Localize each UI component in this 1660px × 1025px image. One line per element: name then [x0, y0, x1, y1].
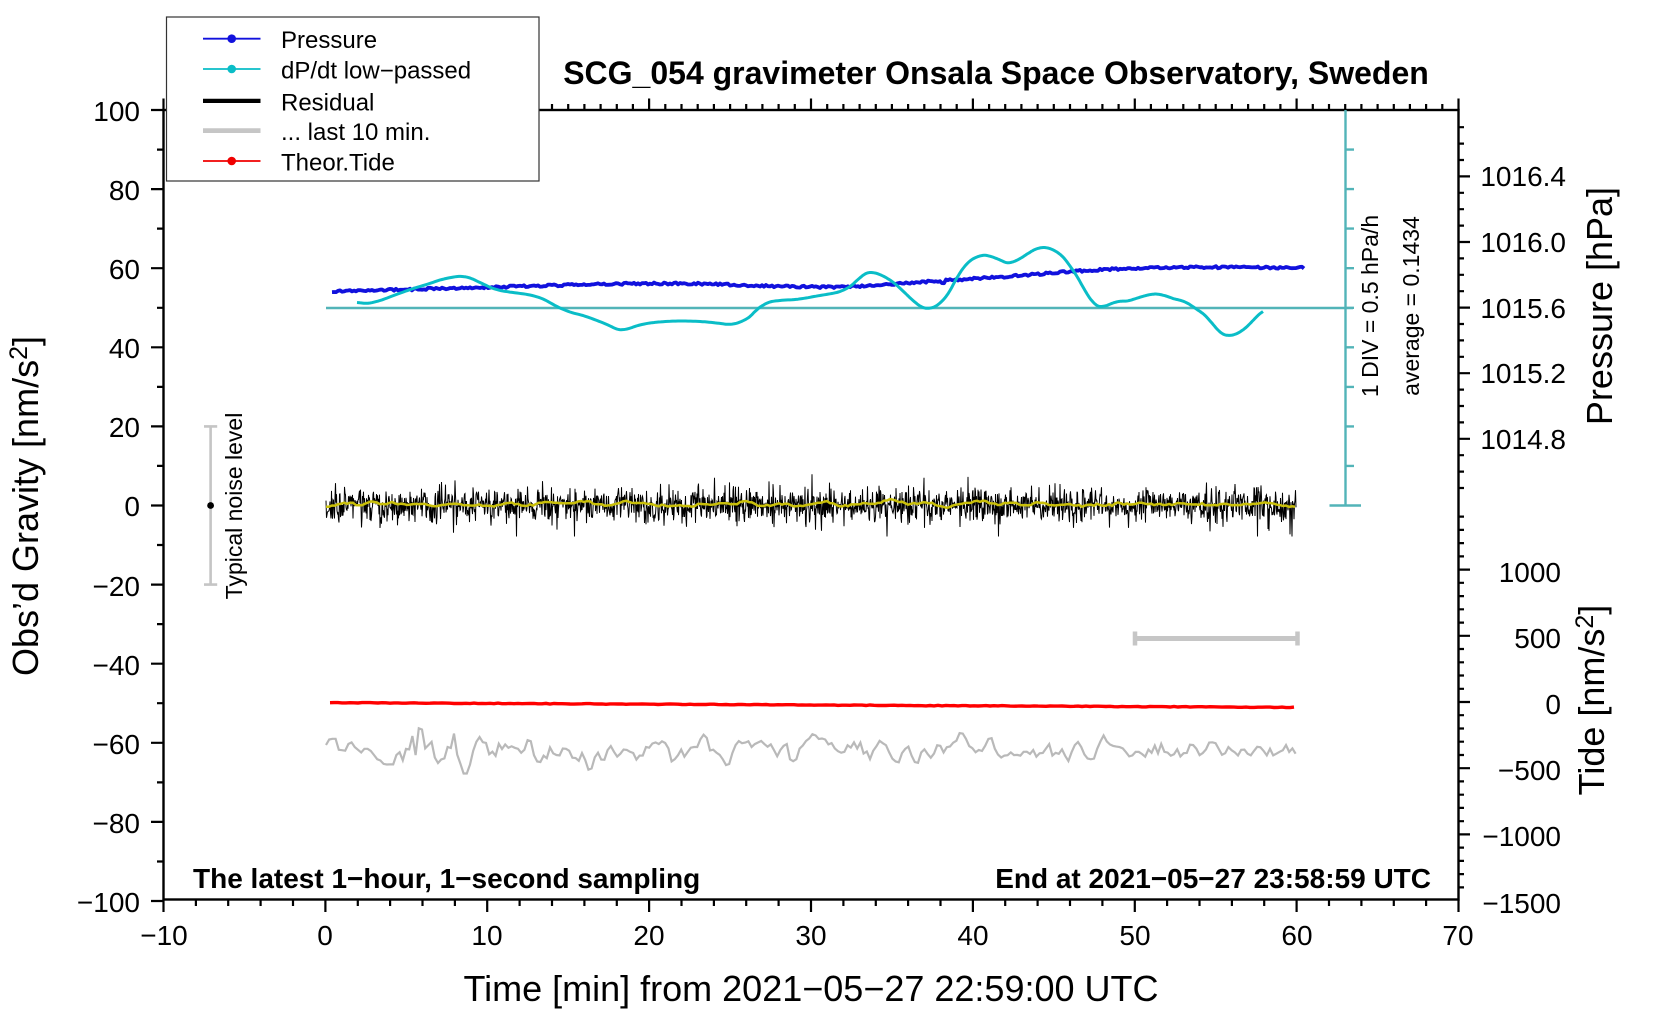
svg-text:1000: 1000 — [1499, 557, 1561, 588]
svg-text:Residual: Residual — [281, 89, 374, 116]
svg-text:1016.0: 1016.0 — [1480, 227, 1566, 258]
svg-text:−100: −100 — [77, 887, 140, 918]
svg-text:0: 0 — [124, 491, 140, 522]
svg-text:Tide [nm/s2]: Tide [nm/s2] — [1571, 605, 1612, 796]
svg-text:40: 40 — [957, 920, 988, 951]
svg-text:50: 50 — [1119, 920, 1150, 951]
svg-text:Typical noise level: Typical noise level — [221, 413, 247, 600]
svg-text:−80: −80 — [93, 808, 141, 839]
svg-text:1014.8: 1014.8 — [1480, 424, 1566, 455]
svg-text:1 DIV = 0.5 hPa/h: 1 DIV = 0.5 hPa/h — [1357, 215, 1383, 397]
svg-text:20: 20 — [109, 412, 140, 443]
svg-text:0: 0 — [1545, 689, 1561, 720]
svg-text:30: 30 — [795, 920, 826, 951]
svg-text:average = 0.1434: average = 0.1434 — [1398, 216, 1424, 396]
svg-text:1015.6: 1015.6 — [1480, 293, 1566, 324]
svg-text:Pressure [hPa]: Pressure [hPa] — [1579, 187, 1620, 425]
svg-text:Pressure: Pressure — [281, 27, 377, 54]
svg-text:−60: −60 — [93, 729, 141, 760]
svg-text:60: 60 — [1281, 920, 1312, 951]
svg-text:40: 40 — [109, 333, 140, 364]
svg-text:500: 500 — [1514, 623, 1561, 654]
svg-text:The latest 1−hour, 1−second sa: The latest 1−hour, 1−second sampling — [193, 863, 700, 894]
svg-text:−1500: −1500 — [1482, 888, 1561, 919]
svg-text:−40: −40 — [93, 650, 141, 681]
svg-text:Obs’d Gravity [nm/s2]: Obs’d Gravity [nm/s2] — [5, 336, 46, 676]
svg-text:70: 70 — [1442, 920, 1473, 951]
svg-text:Time [min] from 2021−05−27 22:: Time [min] from 2021−05−27 22:59:00 UTC — [463, 968, 1158, 1009]
svg-text:End at 2021−05−27 23:58:59 UTC: End at 2021−05−27 23:58:59 UTC — [995, 863, 1431, 894]
svg-text:100: 100 — [93, 96, 140, 127]
svg-text:0: 0 — [317, 920, 333, 951]
svg-text:−500: −500 — [1498, 755, 1561, 786]
svg-text:60: 60 — [109, 254, 140, 285]
svg-text:20: 20 — [633, 920, 664, 951]
svg-text:Theor.Tide: Theor.Tide — [281, 150, 395, 177]
svg-text:−10: −10 — [140, 920, 188, 951]
svg-text:−20: −20 — [93, 571, 141, 602]
svg-text:−1000: −1000 — [1482, 821, 1561, 852]
svg-text:dP/dt low−passed: dP/dt low−passed — [281, 58, 471, 85]
svg-text:... last 10 min.: ... last 10 min. — [281, 119, 430, 146]
svg-text:80: 80 — [109, 175, 140, 206]
svg-text:1016.4: 1016.4 — [1480, 161, 1566, 192]
svg-text:SCG_054 gravimeter Onsala Spac: SCG_054 gravimeter Onsala Space Observat… — [563, 55, 1429, 91]
svg-text:10: 10 — [471, 920, 502, 951]
svg-text:1015.2: 1015.2 — [1480, 358, 1566, 389]
